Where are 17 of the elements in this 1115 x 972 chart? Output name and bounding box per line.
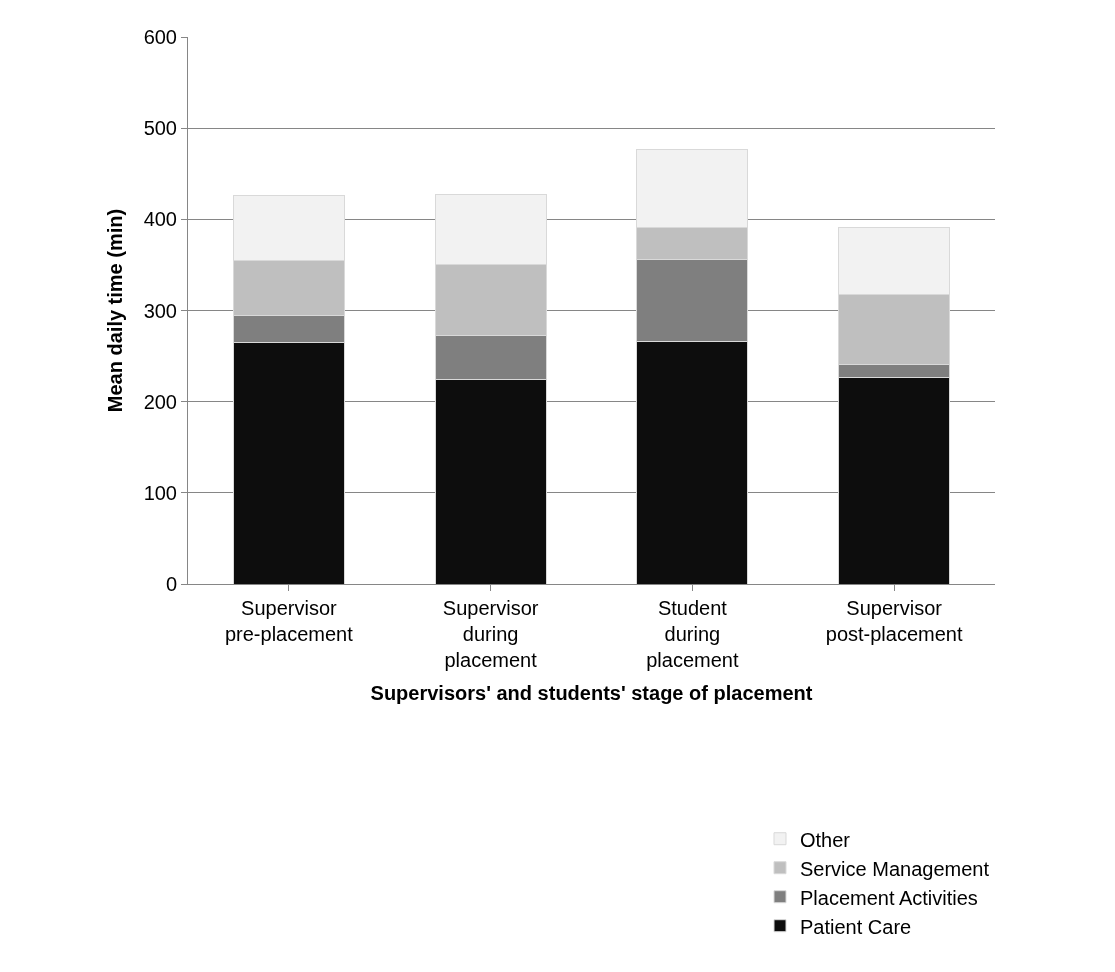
x-axis-title: Supervisors' and students' stage of placement	[370, 681, 813, 704]
x-tick-label: Student during placement	[646, 597, 739, 671]
x-tick-label: Supervisor pre-placement	[224, 597, 354, 645]
legend-label: Patient Care	[800, 915, 912, 938]
y-tick-label: 200	[143, 390, 177, 413]
legend-label: Placement Activities	[800, 886, 978, 909]
y-tick-label: 100	[143, 481, 177, 504]
x-tick-label: Supervisor post-placement	[825, 597, 963, 645]
y-tick-label: 500	[143, 117, 177, 140]
y-tick-label: 600	[143, 26, 177, 48]
y-axis-title: Mean daily time (min)	[104, 208, 127, 413]
x-tick-label: Supervisor during placement	[442, 597, 539, 671]
y-tick-label: 0	[165, 573, 177, 595]
y-tick-label: 300	[143, 299, 177, 322]
y-tick-label: 400	[143, 208, 177, 231]
legend-label: Service Management	[800, 857, 990, 880]
legend-label: Other	[800, 828, 851, 851]
